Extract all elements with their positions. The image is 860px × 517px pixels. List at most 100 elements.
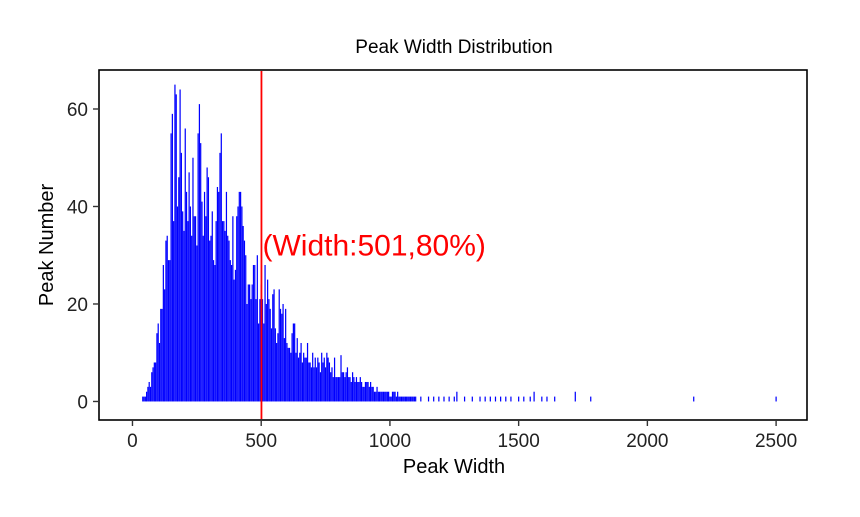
histogram-bar [251,284,253,402]
histogram-bar [264,264,266,402]
histogram-bar [342,372,345,402]
histogram-bar [191,235,193,402]
histogram-bar [554,396,556,402]
threshold-annotation: (Width:501,80%) [262,229,485,262]
histogram-bar [310,367,313,402]
histogram-bar [243,240,246,402]
histogram-bar [184,128,186,402]
histogram-bar [192,157,194,402]
histogram-bar [221,221,224,402]
histogram-bar [210,235,212,402]
histogram-bar [412,396,414,402]
histogram-bar [290,352,292,402]
plot-frame [98,69,808,421]
histogram-bar [375,391,377,402]
histogram-bar [255,299,257,402]
histogram-bar [151,372,153,402]
histogram-bar [340,355,342,402]
histogram-bar [283,338,285,402]
histogram-bar [206,167,208,402]
histogram-bar [529,396,531,402]
histogram-bar [376,386,378,402]
histogram-bar [400,396,403,402]
histogram-bar [146,391,148,402]
histogram-bar [282,303,284,402]
histogram-bar [268,299,270,402]
histogram-bar [220,133,222,402]
histogram-bar [142,396,144,402]
histogram-bar [533,391,535,402]
histogram-bar [197,133,199,402]
x-tick-label: 500 [245,431,277,452]
histogram-bar [249,284,251,402]
histogram-bar [363,386,365,402]
histogram-bar [201,201,203,402]
histogram-bar [344,377,346,402]
histogram-bar [281,313,283,402]
histogram-bar [308,362,310,402]
histogram-bar [324,367,327,402]
histogram-bar [247,284,249,402]
histogram-bar [228,240,230,402]
histogram-bar [157,323,159,402]
histogram-bar [164,289,166,402]
histogram-bar [200,143,202,402]
histogram-bar [357,381,359,402]
histogram-bar [182,211,184,402]
histogram-bar [238,191,240,402]
histogram-bar [274,328,276,402]
x-axis-label: Peak Width [403,456,505,478]
histogram-bar [196,245,198,402]
histogram-bar [380,391,382,402]
histogram-bar [241,206,243,402]
histogram-bar [219,152,221,402]
histogram-bar [385,391,387,402]
histogram-bar [179,89,181,402]
histogram-bar [245,255,247,402]
x-tick-label: 1500 [498,431,540,452]
histogram-bar [408,396,410,402]
histogram-bar [304,357,306,402]
histogram-bar [259,299,261,402]
histogram-bar [230,264,233,402]
histogram-bar [155,362,157,402]
histogram-bar [158,342,161,402]
histogram-bar [209,240,211,402]
histogram-bar [386,391,388,402]
histogram-bar [305,357,307,402]
histogram-bar [156,333,158,402]
y-tick-label: 40 [67,197,88,218]
histogram-bar [270,328,273,402]
histogram-bar [276,342,278,402]
histogram-bar [345,372,347,402]
histogram-bar [395,396,397,402]
histogram-bar [239,191,242,402]
histogram-bar [295,352,297,402]
histogram-bar [161,308,163,402]
histogram-bar [484,396,486,402]
histogram-bar [246,303,248,402]
histogram-bar [299,352,301,402]
histogram-bar [194,216,197,402]
histogram-bar [390,396,392,402]
histogram-bar [198,104,201,402]
histogram-bar [297,357,300,402]
histogram-bar [207,177,210,402]
histogram-bar [574,391,576,402]
histogram-bar [278,289,280,402]
histogram-bar [254,264,256,402]
histogram-bar [171,113,173,402]
histogram-bar [359,377,361,402]
histogram-bar [148,381,150,402]
histogram-bar [242,225,244,402]
histogram-bar [367,381,369,402]
histogram-bar [203,191,206,402]
histogram-bar [303,352,305,402]
histogram-bar [346,367,349,402]
histogram-bar [479,396,481,402]
histogram-bar [149,386,152,402]
histogram-bar [263,323,265,402]
histogram-bar [362,386,364,402]
histogram-bar [353,377,355,402]
histogram-bar [546,396,548,402]
